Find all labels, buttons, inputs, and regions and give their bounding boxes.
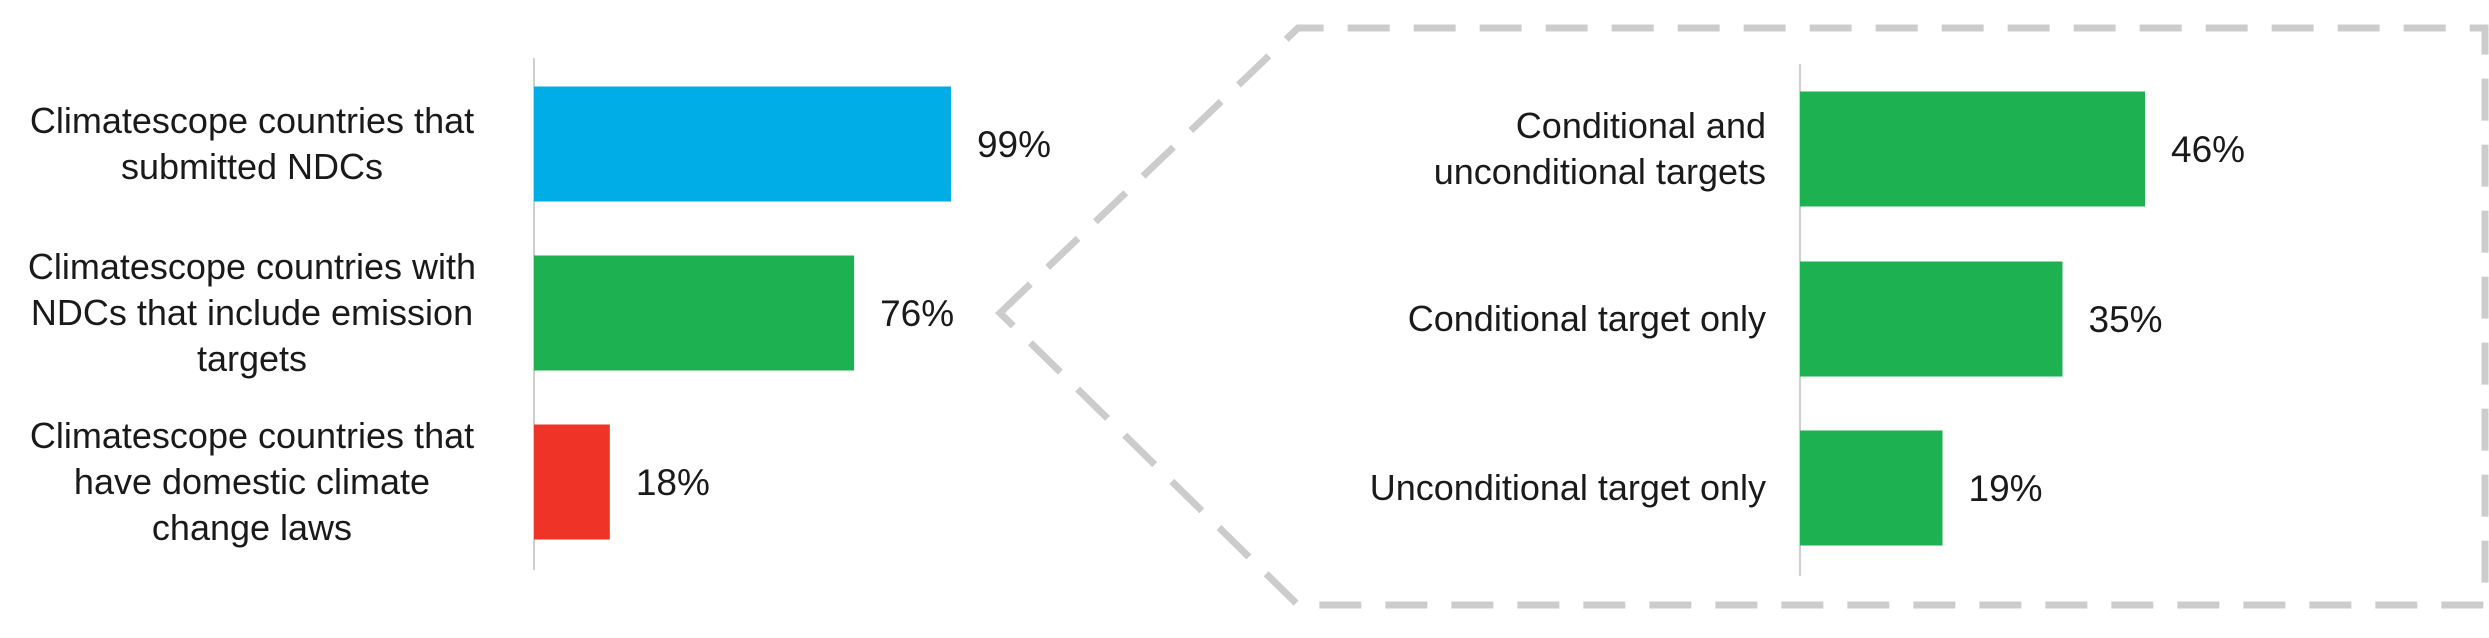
category-label-line: submitted NDCs xyxy=(121,146,383,187)
category-label-line: Climatescope countries with xyxy=(28,246,476,287)
category-label-line: Unconditional target only xyxy=(1370,467,1766,508)
category-label-3: Unconditional target only xyxy=(1370,467,1766,508)
category-label-line: change laws xyxy=(152,507,352,548)
value-label-3: 18% xyxy=(636,462,710,503)
category-label-line: NDCs that include emission xyxy=(31,292,473,333)
left-bar-chart: 99% Climatescope countries that submitted … xyxy=(28,58,1051,570)
category-label-1: Climatescope countries that submitted NDC… xyxy=(30,100,474,187)
category-label-3: Climatescope countries that have domestic… xyxy=(30,415,474,548)
value-label-2: 35% xyxy=(2089,299,2163,340)
category-label-line: targets xyxy=(197,338,307,379)
callout-dashed-outline xyxy=(994,24,2489,609)
category-label-line: have domestic climate xyxy=(74,461,430,502)
category-label-2: Climatescope countries with NDCs that inc… xyxy=(28,246,476,379)
bar-1 xyxy=(534,86,951,202)
category-label-2: Conditional target only xyxy=(1408,298,1766,339)
category-label-line: Conditional and xyxy=(1516,105,1766,146)
bar-3 xyxy=(1800,430,1943,546)
bar-2 xyxy=(534,255,855,371)
category-label-1: Conditional and unconditional targets xyxy=(1434,105,1766,192)
bar-2 xyxy=(1800,261,2063,377)
value-label-1: 99% xyxy=(977,124,1051,165)
value-label-3: 19% xyxy=(1969,468,2043,509)
right-bar-chart: 46% Conditional and unconditional targets 3… xyxy=(1370,64,2245,576)
category-label-line: Conditional target only xyxy=(1408,298,1766,339)
bar-1 xyxy=(1800,91,2145,207)
category-label-line: unconditional targets xyxy=(1434,151,1766,192)
category-label-line: Climatescope countries that xyxy=(30,100,474,141)
bar-3 xyxy=(534,424,610,540)
value-label-2: 76% xyxy=(880,293,954,334)
value-label-1: 46% xyxy=(2171,129,2245,170)
category-label-line: Climatescope countries that xyxy=(30,415,474,456)
